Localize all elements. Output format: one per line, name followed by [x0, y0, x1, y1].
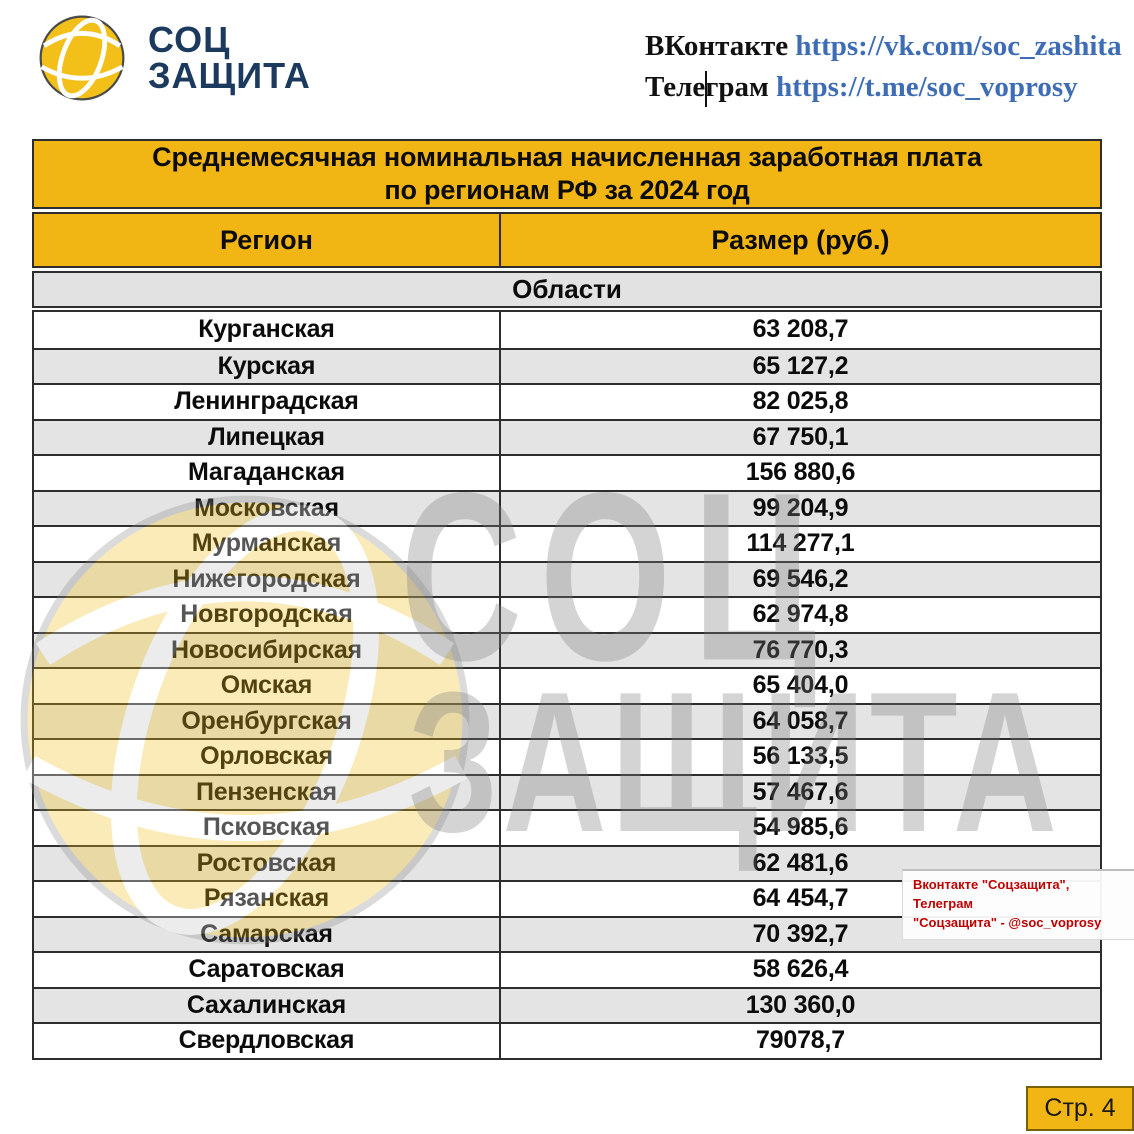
value-cell: 156 880,6: [745, 458, 856, 487]
value-cell: 64 454,7: [752, 884, 849, 913]
value-cell: 67 750,1: [752, 422, 849, 451]
region-cell: Саратовская: [34, 953, 501, 987]
table-row: Саратовская 58 626,4: [34, 951, 1100, 987]
region-cell: Рязанская: [34, 882, 501, 916]
table-row: Омская 65 404,0: [34, 667, 1100, 703]
value-cell: 62 974,8: [752, 600, 849, 629]
value-cell: 79078,7: [755, 1026, 845, 1055]
value-cell: 70 392,7: [752, 919, 849, 948]
telegram-line: Телеграм https://t.me/soc_voprosy: [645, 67, 1122, 108]
value-cell: 76 770,3: [752, 635, 849, 664]
logo-line2: ЗАЩИТА: [148, 55, 311, 96]
region-cell: Свердловская: [34, 1024, 501, 1058]
page-header: СОЦ ЗАЩИТА ВКонтакте https://vk.com/soc_…: [0, 0, 1134, 135]
value-cell: 130 360,0: [745, 990, 856, 1019]
logo-line1: СОЦ: [148, 19, 231, 60]
value-cell: 64 058,7: [752, 706, 849, 735]
region-cell: Нижегородская: [34, 562, 501, 596]
region-cell: Курская: [34, 349, 501, 383]
region-cell: Сахалинская: [34, 988, 501, 1022]
telegram-link[interactable]: https://t.me/soc_voprosy: [776, 71, 1078, 104]
table-row: Пензенская 57 467,6: [34, 773, 1100, 809]
title-line1: Среднемесячная номинальная начисленная з…: [152, 142, 982, 173]
social-stamp: Вконтакте "Соцзащита", Телеграм "Соцзащи…: [902, 869, 1134, 940]
table-row: Липецкая 67 750,1: [34, 418, 1100, 454]
social-links: ВКонтакте https://vk.com/soc_zashita Тел…: [645, 26, 1122, 108]
region-cell: Пензенская: [34, 775, 501, 809]
table-title: Среднемесячная номинальная начисленная з…: [32, 139, 1102, 209]
region-cell: Московская: [34, 491, 501, 525]
salary-table: Среднемесячная номинальная начисленная з…: [32, 139, 1102, 1060]
region-cell: Курганская: [34, 312, 501, 348]
table-row: Новосибирская 76 770,3: [34, 631, 1100, 667]
table-row: Новгородская 62 974,8: [34, 596, 1100, 632]
stamp-line1: Вконтакте "Соцзащита", Телеграм: [913, 877, 1070, 911]
table-row: Свердловская 79078,7: [34, 1022, 1100, 1058]
region-cell: Омская: [34, 669, 501, 703]
table-row: Магаданская 156 880,6: [34, 454, 1100, 490]
logo-wordmark: СОЦ ЗАЩИТА: [148, 22, 311, 94]
value-cell: 114 277,1: [746, 529, 855, 558]
text-cursor: [705, 71, 707, 108]
globe-icon: [39, 15, 125, 101]
value-cell: 56 133,5: [752, 742, 849, 771]
region-cell: Псковская: [34, 811, 501, 845]
value-cell: 62 481,6: [752, 848, 849, 877]
region-cell: Новгородская: [34, 598, 501, 632]
stamp-line2: "Соцзащита" - @soc_voprosy: [913, 914, 1102, 930]
column-header-region: Регион: [34, 214, 501, 266]
table-row: Нижегородская 69 546,2: [34, 560, 1100, 596]
table-header-row: Регион Размер (руб.): [32, 212, 1102, 268]
table-row: Сахалинская 130 360,0: [34, 986, 1100, 1022]
region-cell: Ленинградская: [34, 385, 501, 419]
vk-link[interactable]: https://vk.com/soc_zashita: [795, 30, 1122, 62]
value-cell: 69 546,2: [752, 564, 849, 593]
section-header-oblasti: Области: [32, 271, 1102, 308]
table-row: Курская 65 127,2: [34, 347, 1100, 383]
value-cell: 65 127,2: [752, 351, 849, 380]
table-row: Московская 99 204,9: [34, 489, 1100, 525]
region-cell: Ростовская: [34, 846, 501, 880]
table-row: Орловская 56 133,5: [34, 738, 1100, 774]
column-header-value: Размер (руб.): [711, 224, 890, 255]
region-cell: Орловская: [34, 740, 501, 774]
table-row: Ленинградская 82 025,8: [34, 383, 1100, 419]
region-cell: Оренбургская: [34, 704, 501, 738]
value-cell: 54 985,6: [752, 813, 849, 842]
value-cell: 99 204,9: [752, 493, 849, 522]
table-row: Псковская 54 985,6: [34, 809, 1100, 845]
value-cell: 82 025,8: [752, 387, 849, 416]
title-line2: по регионам РФ за 2024 год: [384, 175, 750, 205]
value-cell: 63 208,7: [752, 315, 849, 344]
vk-line: ВКонтакте https://vk.com/soc_zashita: [645, 26, 1122, 67]
region-cell: Мурманская: [34, 527, 501, 561]
value-cell: 65 404,0: [752, 671, 849, 700]
region-cell: Магаданская: [34, 456, 501, 490]
region-cell: Самарская: [34, 917, 501, 951]
page-number-badge: Стр. 4: [1026, 1086, 1134, 1131]
table-row: Оренбургская 64 058,7: [34, 702, 1100, 738]
table-row: Курганская 63 208,7: [34, 312, 1100, 348]
table-body: Курганская 63 208,7 Курская 65 127,2 Лен…: [32, 310, 1102, 1060]
region-cell: Новосибирская: [34, 633, 501, 667]
region-cell: Липецкая: [34, 420, 501, 454]
value-cell: 57 467,6: [752, 777, 849, 806]
value-cell: 58 626,4: [752, 955, 849, 984]
table-row: Мурманская 114 277,1: [34, 525, 1100, 561]
vk-label: ВКонтакте: [645, 30, 789, 62]
soczashita-logo: СОЦ ЗАЩИТА: [38, 14, 311, 102]
